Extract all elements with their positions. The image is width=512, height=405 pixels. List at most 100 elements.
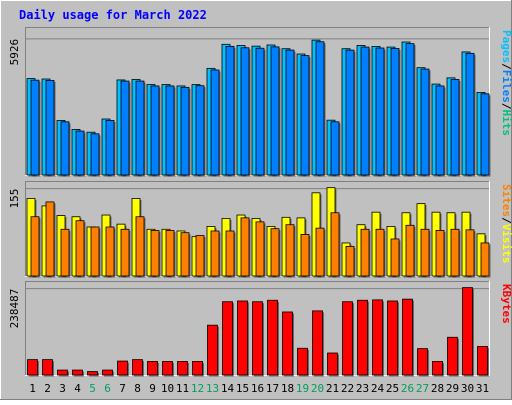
x-tick-label: 13: [206, 382, 219, 395]
y-max-label-kbytes: 238487: [8, 289, 21, 329]
x-tick-label: 26: [401, 382, 414, 395]
bar-sites: [210, 230, 220, 277]
bar-sites: [270, 228, 280, 277]
x-tick-label: 30: [461, 382, 474, 395]
x-tick-label: 15: [236, 382, 249, 395]
legend-entry: Visits: [500, 224, 512, 264]
bar-files: [345, 49, 355, 176]
bar-kbytes: [312, 310, 323, 376]
x-tick-label: 22: [341, 382, 354, 395]
y-max-label-hits: 5926: [8, 39, 21, 66]
bar-kbytes: [387, 300, 398, 376]
x-tick-label: 10: [161, 382, 174, 395]
x-tick-label: 19: [296, 382, 309, 395]
bar-kbytes: [102, 369, 113, 376]
bar-files: [255, 47, 265, 176]
bar-kbytes: [132, 359, 143, 376]
legend-visits: Sites/Visits: [500, 184, 512, 264]
bar-kbytes: [447, 336, 458, 376]
bar-kbytes: [432, 361, 443, 376]
bar-sites: [45, 201, 55, 277]
bar-sites: [390, 238, 400, 277]
bar-sites: [105, 226, 115, 277]
bar-sites: [195, 235, 205, 277]
bar-sites: [375, 228, 385, 277]
legend-hits: Pages/Files/Hits: [500, 30, 512, 136]
bar-files: [270, 46, 280, 176]
x-tick-label: 28: [431, 382, 444, 395]
bar-kbytes: [57, 369, 68, 376]
bar-kbytes: [177, 361, 188, 376]
x-tick-label: 24: [371, 382, 385, 395]
legend-entry: /: [500, 63, 512, 70]
bar-files: [360, 46, 370, 176]
bar-sites: [465, 229, 475, 277]
bar-sites: [300, 234, 310, 277]
bar-kbytes: [252, 301, 263, 376]
bar-kbytes: [402, 298, 413, 376]
x-tick-label: 9: [149, 382, 156, 395]
bar-files: [300, 55, 310, 176]
bar-sites: [480, 242, 490, 277]
bar-files: [465, 52, 475, 176]
bar-kbytes: [357, 299, 368, 376]
bar-kbytes: [87, 371, 98, 376]
bar-sites: [405, 224, 415, 277]
x-tick-label: 1: [29, 382, 36, 395]
bar-sites: [240, 217, 250, 277]
legend-entry: Pages: [500, 30, 512, 63]
bar-files: [210, 69, 220, 176]
bar-files: [450, 79, 460, 176]
bar-kbytes: [297, 347, 308, 376]
bar-files: [285, 49, 295, 176]
x-tick-label: 29: [446, 382, 459, 395]
bar-sites: [315, 227, 325, 277]
x-axis-labels: 1 2 3 4 5 6 7 8 9 10 11 12 13 14 15 16 17 18 19 20 21 22 23 24 2…: [29, 382, 489, 395]
panel-hits: 5926 Pages/Files/Hits: [8, 27, 512, 177]
bar-sites: [330, 212, 340, 277]
bar-kbytes: [147, 361, 158, 376]
bar-sites: [180, 232, 190, 277]
x-tick-label: 23: [356, 382, 369, 395]
bar-files: [30, 79, 40, 176]
bar-sites: [60, 228, 70, 277]
series-hits-files: [30, 41, 491, 177]
bar-sites: [165, 230, 175, 277]
bar-files: [405, 43, 415, 176]
bar-sites: [255, 221, 265, 277]
bar-kbytes: [222, 301, 233, 376]
bar-kbytes: [462, 287, 473, 376]
x-tick-label: 12: [191, 382, 204, 395]
legend-entry: /: [500, 103, 512, 110]
x-tick-label: 14: [221, 382, 235, 395]
bar-files: [45, 79, 55, 176]
bar-files: [75, 130, 85, 176]
bar-sites: [225, 230, 235, 277]
bar-kbytes: [117, 360, 128, 376]
bar-sites: [120, 228, 130, 277]
series-kbytes-kbytes: [27, 287, 489, 377]
legend-entry: Files: [500, 70, 512, 103]
bar-files: [240, 47, 250, 176]
bar-files: [135, 80, 145, 176]
x-tick-label: 4: [74, 382, 81, 395]
bar-kbytes: [162, 361, 173, 376]
panel-kbytes: 238487 KBytes: [8, 281, 512, 377]
x-tick-label: 11: [176, 382, 189, 395]
series-visits-sites: [30, 201, 491, 278]
x-tick-label: 25: [386, 382, 399, 395]
x-tick-label: 7: [119, 382, 126, 395]
bar-sites: [150, 230, 160, 277]
x-tick-label: 27: [416, 382, 429, 395]
x-tick-label: 8: [134, 382, 141, 395]
bar-files: [195, 85, 205, 176]
bar-files: [420, 68, 430, 176]
bar-sites: [360, 228, 370, 277]
bar-files: [180, 86, 190, 176]
bar-kbytes: [192, 361, 203, 376]
x-tick-label: 2: [44, 382, 51, 395]
x-tick-label: 16: [251, 382, 264, 395]
